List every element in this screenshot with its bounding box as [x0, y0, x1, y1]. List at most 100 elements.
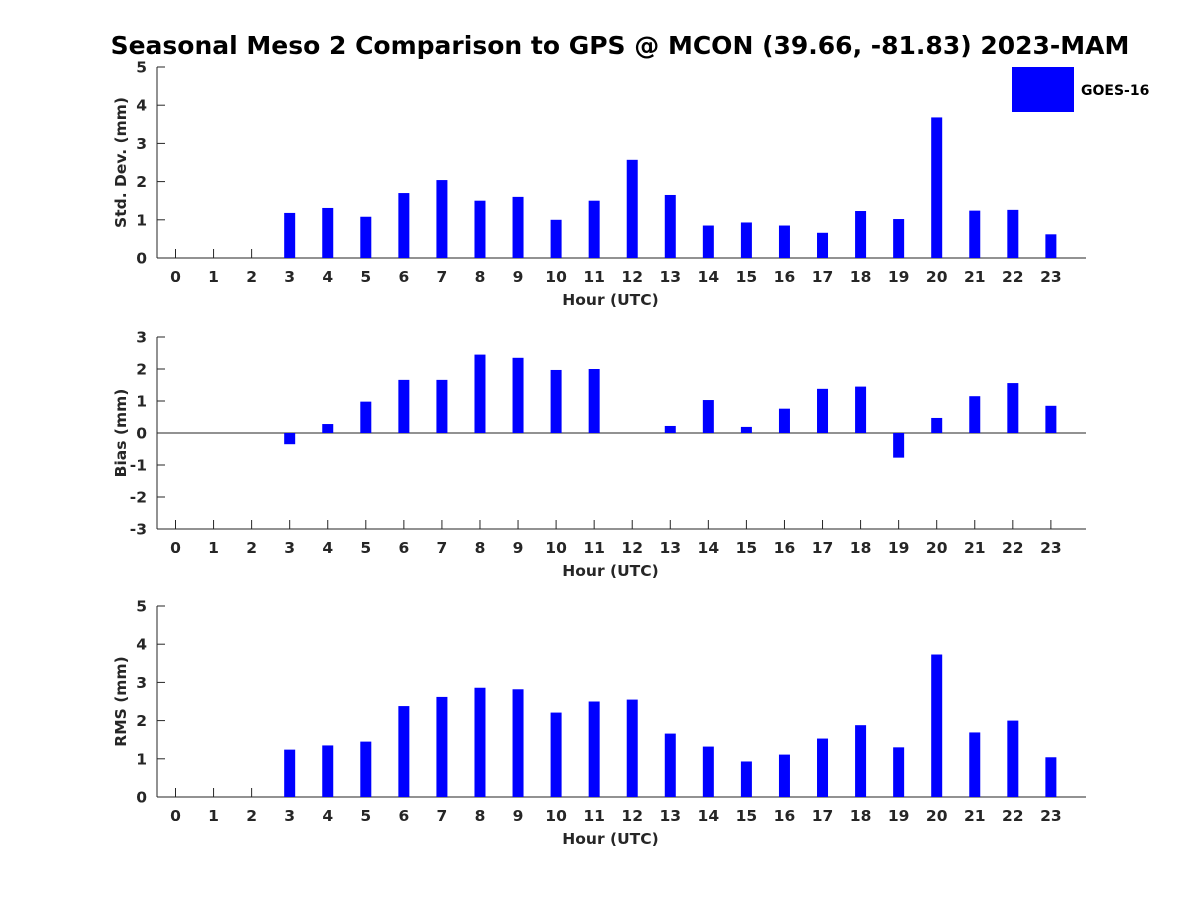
rms-x-tick-label: 19: [888, 807, 910, 825]
rms-x-tick-label: 2: [246, 807, 257, 825]
bias-bar: [474, 354, 486, 433]
std-dev-bar: [436, 180, 448, 258]
rms-bar: [550, 712, 562, 797]
std-dev-bar: [550, 219, 562, 258]
bias-y-tick-label: -1: [130, 457, 147, 475]
std-dev-bar: [740, 222, 752, 258]
bias-x-tick-label: 9: [513, 539, 524, 557]
bias-x-tick-label: 8: [475, 539, 486, 557]
rms-bar: [436, 696, 448, 797]
legend-label: GOES-16: [1081, 83, 1149, 99]
std-dev-bar: [360, 216, 372, 258]
rms-y-label: RMS (mm): [112, 656, 130, 746]
bias-y-tick-label: 3: [136, 329, 147, 347]
std-dev-x-tick-label: 1: [208, 268, 219, 286]
std-dev-bar: [626, 159, 638, 258]
rms-bar: [626, 699, 638, 797]
bias-x-tick-label: 14: [698, 539, 720, 557]
std-dev-y-tick-label: 0: [136, 250, 147, 268]
bias-x-label: Hour (UTC): [562, 562, 658, 580]
bias-bar: [284, 433, 296, 445]
std-dev-x-tick-label: 12: [621, 268, 643, 286]
bias-x-tick-label: 12: [621, 539, 643, 557]
std-dev-x-tick-label: 18: [850, 268, 872, 286]
rms-y-tick-label: 5: [136, 598, 147, 616]
bias-x-tick-label: 2: [246, 539, 257, 557]
bias-x-tick-label: 17: [812, 539, 834, 557]
bias-x-tick-label: 13: [659, 539, 681, 557]
std-dev-bar: [702, 225, 714, 258]
bias-x-tick-label: 18: [850, 539, 872, 557]
bias-bar: [817, 388, 829, 433]
bias-bar: [893, 433, 905, 458]
bias-x-tick-label: 4: [322, 539, 333, 557]
std-dev-x-label: Hour (UTC): [562, 291, 658, 309]
std-dev-bar: [664, 194, 676, 258]
std-dev-bar: [322, 207, 334, 258]
bias-bar: [512, 357, 524, 433]
rms-bar: [702, 746, 714, 797]
std-dev-x-tick-label: 20: [926, 268, 948, 286]
bias-x-tick-label: 16: [774, 539, 796, 557]
std-dev-bar: [1007, 209, 1019, 258]
rms-y-tick-label: 4: [136, 636, 147, 654]
std-dev-x-tick-label: 5: [360, 268, 371, 286]
bias-x-tick-label: 22: [1002, 539, 1024, 557]
rms-bar: [398, 706, 410, 797]
std-dev-x-tick-label: 8: [475, 268, 486, 286]
rms-x-tick-label: 8: [475, 807, 486, 825]
bias-bar: [855, 386, 867, 433]
rms-x-tick-label: 6: [398, 807, 409, 825]
std-dev-x-tick-label: 11: [583, 268, 605, 286]
rms-bar: [474, 687, 486, 797]
std-dev-x-tick-label: 3: [284, 268, 295, 286]
std-dev-bar: [855, 211, 867, 258]
rms-x-tick-label: 22: [1002, 807, 1024, 825]
rms-x-tick-label: 16: [774, 807, 796, 825]
bias-bar: [322, 424, 334, 433]
bias-bar: [664, 425, 676, 433]
std-dev-bar: [893, 219, 905, 258]
rms-x-tick-label: 15: [736, 807, 758, 825]
bias-bar: [360, 401, 372, 433]
std-dev-y-label: Std. Dev. (mm): [112, 97, 130, 228]
rms-bar: [284, 749, 296, 797]
rms-bar: [322, 745, 334, 797]
rms-x-tick-label: 4: [322, 807, 333, 825]
bias-bar: [740, 426, 752, 433]
rms-bar: [588, 701, 600, 797]
std-dev-x-tick-label: 7: [437, 268, 448, 286]
bias-bar: [398, 379, 410, 433]
rms-bar: [740, 761, 752, 797]
bias-x-tick-label: 19: [888, 539, 910, 557]
bias-bar: [702, 400, 714, 433]
std-dev-x-tick-label: 0: [170, 268, 181, 286]
std-dev-x-tick-label: 6: [398, 268, 409, 286]
chart-title: Seasonal Meso 2 Comparison to GPS @ MCON…: [111, 31, 1130, 60]
bias-x-tick-label: 11: [583, 539, 605, 557]
bias-bar: [1045, 405, 1057, 433]
std-dev-bar: [931, 117, 943, 258]
bias-x-tick-label: 1: [208, 539, 219, 557]
std-dev-x-tick-label: 4: [322, 268, 333, 286]
std-dev-bar: [778, 225, 790, 258]
bias-bar: [778, 408, 790, 433]
rms-x-tick-label: 10: [545, 807, 567, 825]
std-dev-bar: [474, 200, 486, 258]
std-dev-x-tick-label: 2: [246, 268, 257, 286]
rms-x-tick-label: 3: [284, 807, 295, 825]
bias-bar: [436, 379, 448, 433]
bias-y-tick-label: 0: [136, 425, 147, 443]
std-dev-x-tick-label: 13: [659, 268, 681, 286]
rms-bar: [893, 747, 905, 797]
rms-x-tick-label: 7: [437, 807, 448, 825]
rms-x-tick-label: 17: [812, 807, 834, 825]
rms-x-tick-label: 23: [1040, 807, 1062, 825]
std-dev-bar: [284, 212, 296, 258]
bias-bar: [969, 396, 981, 433]
rms-bar: [969, 732, 981, 797]
bias-x-tick-label: 15: [736, 539, 758, 557]
